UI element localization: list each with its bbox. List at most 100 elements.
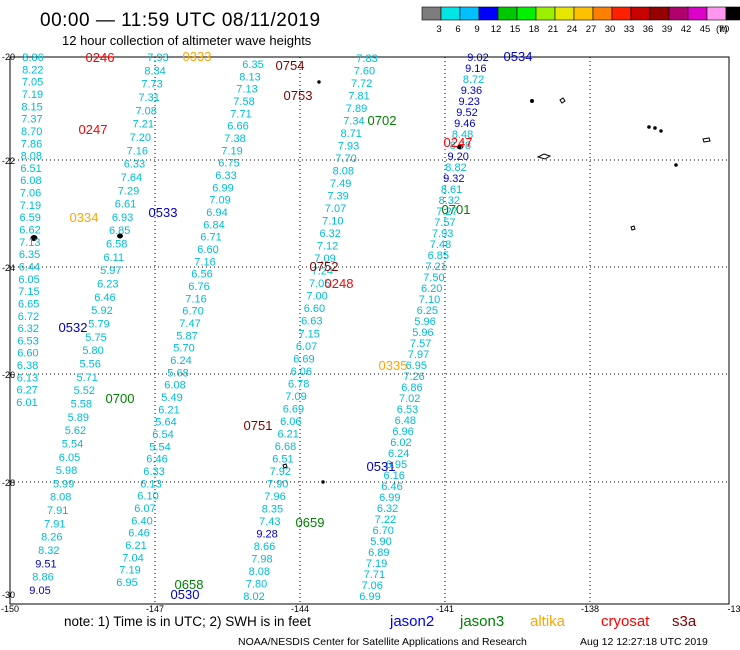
wave-height-value: 6.84 [203,219,224,231]
wave-height-value: 6.54 [152,429,173,441]
wave-height-value: 6.53 [17,335,38,347]
wave-height-value: 6.23 [97,279,118,291]
wave-height-value: 6.94 [206,207,227,219]
wave-height-value: 6.58 [106,239,127,251]
wave-height-value: 8.34 [144,65,165,77]
wave-height-value: 5.58 [71,398,92,410]
wave-height-value: 7.09 [314,253,335,265]
wave-height-value: 6.89 [368,547,389,559]
longitude-labels: -150 -147 -144 -141 -138 -13 [1,604,740,614]
wave-height-value: 6.25 [417,305,438,317]
latitude-label: -30 [2,590,15,600]
pass-time-label: 0247 [444,135,473,150]
wave-height-value: 6.20 [421,283,442,295]
wave-height-colorbar: 3 6 9 12 15 18 21 24 27 30 33 36 39 42 45 70(ft) [421,6,740,35]
wave-height-value: 7.09 [285,391,306,403]
wave-height-value: 8.86 [32,572,53,584]
wave-height-value: 5.62 [65,425,86,437]
wave-height-value: 5.54 [62,438,83,450]
wave-height-value: 5.52 [74,385,95,397]
wave-height-value: 9.20 [447,151,468,163]
wave-height-value: 7.92 [270,466,291,478]
wave-height-value: 9.02 [467,52,488,64]
wave-height-value: 7.71 [364,569,385,581]
wave-height-value: 6.16 [383,470,404,482]
island [457,144,463,150]
wave-height-value: 6.08 [164,380,185,392]
wave-height-value: 6.95 [406,360,427,372]
colorbar-tick-label: 30 [605,24,616,35]
track-altika-1: 7.938.347.737.317.087.217.207.166.337.64… [29,52,168,597]
wave-height-value: 6.46 [146,454,167,466]
wave-height-value: 8.66 [254,541,275,553]
wave-height-value: 5.96 [412,327,433,339]
wave-height-value: 7.91 [47,505,68,517]
wave-height-value: 6.02 [390,437,411,449]
wave-height-value: 6.75 [218,158,239,170]
wave-height-value: 7.15 [18,286,39,298]
wave-height-value: 6.53 [397,404,418,416]
longitude-label: -13 [727,604,740,614]
latitude-label: -24 [2,263,15,273]
latitude-label: -20 [2,52,15,62]
wave-height-value: 5.79 [88,319,109,331]
wave-height-value: 7.20 [130,132,151,144]
wave-height-value: 7.49 [330,178,351,190]
wave-height-value: 6.05 [59,452,80,464]
wave-height-value: 7.86 [21,138,42,150]
wave-height-value: 7.09 [209,195,230,207]
wave-height-value: 7.02 [399,393,420,405]
island [530,99,534,103]
wave-height-value: 7.71 [230,108,251,120]
wave-height-value: 7.19 [221,145,242,157]
wave-height-value: 6.56 [191,269,212,281]
wave-height-value: 7.60 [354,66,375,78]
satellite-legend: jason2 jason3 altika cryosat s3a [389,613,697,630]
colorbar-swatch [573,6,594,21]
pass-time-label: 0534 [504,49,533,64]
wave-height-value: 7.48 [430,239,451,251]
wave-height-value: 7.19 [22,89,43,101]
wave-height-value: 6.60 [304,303,325,315]
pass-time-label: 0533 [149,205,178,220]
wave-height-value: 6.65 [18,298,39,310]
wave-height-value: 6.21 [277,428,298,440]
legend-jason3: jason3 [459,613,504,630]
wave-height-value: 5.96 [414,316,435,328]
wave-height-value: 7.72 [351,78,372,90]
island [282,463,288,469]
wave-height-value: 7.19 [366,558,387,570]
wave-height-value: 7.05 [22,77,43,89]
pass-time-label: 0333 [183,49,212,64]
colorbar-tick-label: 42 [681,24,692,35]
colorbar-swatch [611,6,632,21]
island [117,233,123,239]
colorbar-tick-label: 12 [491,24,502,35]
wave-height-value: 6.60 [197,244,218,256]
wave-height-value: 9.28 [256,528,277,540]
latitude-label: -28 [2,478,15,488]
pass-time-label: 0248 [325,276,354,291]
wave-height-value: 6.08 [20,175,41,187]
wave-height-value: 5.70 [173,343,194,355]
wave-height-value: 6.46 [128,528,149,540]
wave-height-value: 5.56 [79,359,100,371]
wave-height-value: 7.97 [408,349,429,361]
wave-height-value: 8.35 [262,503,283,515]
wave-height-value: 8.15 [21,101,42,113]
wave-height-value: 7.21 [133,119,154,131]
wave-height-value: 7.58 [233,96,254,108]
wave-height-value: 7.83 [356,53,377,65]
wave-height-value: 7.47 [179,318,200,330]
pass-time-label: 0532 [59,320,88,335]
wave-height-value: 5.87 [176,330,197,342]
wave-height-value: 6.38 [17,360,38,372]
wave-height-value: 5.49 [161,392,182,404]
colorbar-swatch [649,6,670,21]
wave-height-value: 6.86 [401,382,422,394]
colorbar-tick-label: 9 [474,24,479,35]
wave-height-value: 6.60 [17,348,38,360]
wave-height-value: 6.59 [19,212,40,224]
wave-height-value: 8.86 [22,52,43,64]
wave-height-value: 7.07 [325,203,346,215]
